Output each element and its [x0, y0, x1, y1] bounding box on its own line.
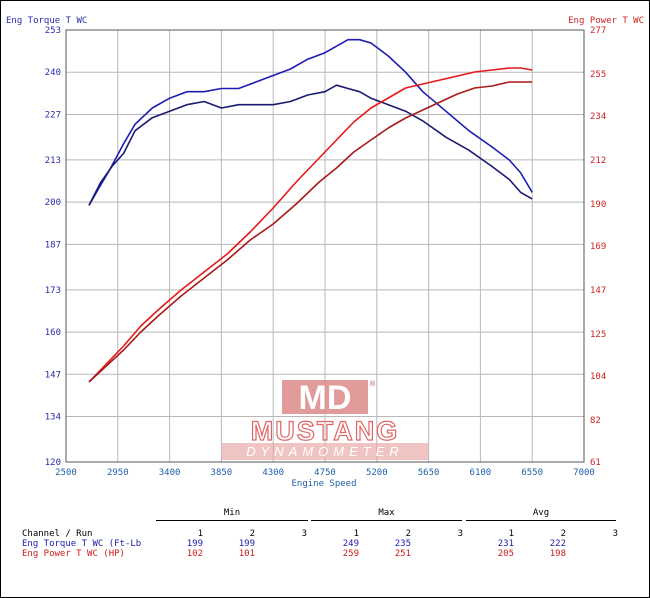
- chart-axes: 2500 2950 3400 3850 4300 4750 5200 5650 6100 6550…: [45, 26, 607, 478]
- group-rule-avg: [466, 520, 616, 521]
- left-y-tick-label: 160: [45, 328, 61, 338]
- chart-series: [88, 38, 533, 383]
- power-min-run1: 102: [186, 549, 203, 559]
- torque-avg-run1: 231: [497, 539, 514, 549]
- torque-min-run1: 199: [186, 539, 203, 549]
- run-header: 3: [301, 529, 307, 539]
- torque-series-line: [88, 84, 533, 206]
- right-y-tick-label: 255: [590, 70, 606, 80]
- run-header: 3: [612, 529, 618, 539]
- right-y-tick-label: 61: [590, 458, 601, 468]
- group-header-min: Min: [223, 508, 241, 518]
- torque-min-run2: 199: [238, 539, 255, 549]
- logo-sub-bg: [222, 443, 428, 460]
- group-rule-min: [156, 520, 308, 521]
- torque-max-run2: 235: [394, 539, 411, 549]
- left-y-tick-label: 134: [45, 413, 61, 423]
- x-tick-label: 6100: [470, 468, 492, 478]
- right-axis-title: Eng Power T WC: [568, 16, 644, 26]
- run-header: 1: [353, 529, 359, 539]
- power-series-line: [88, 81, 533, 383]
- run-header: 1: [197, 529, 203, 539]
- left-y-tick-label: 120: [45, 458, 61, 468]
- logo-sub: DYNAMOMETER: [246, 444, 404, 459]
- logo-name: MUSTANG: [251, 416, 400, 446]
- logo-registered-mark: ®: [370, 380, 376, 388]
- torque-max-run1: 249: [342, 539, 359, 549]
- plot-area-border: [65, 29, 585, 463]
- left-y-tick-label: 173: [45, 286, 61, 296]
- group-header-max: Max: [378, 508, 395, 518]
- power-series-line: [88, 67, 533, 383]
- right-y-tick-label: 234: [590, 112, 606, 122]
- x-tick-label: 4750: [314, 468, 336, 478]
- logo-mark-bg: [282, 380, 368, 414]
- logo-mark: MD: [299, 379, 352, 417]
- row-label-torque: Eng Torque T WC (Ft-Lb: [22, 539, 142, 549]
- row-label-power: Eng Power T WC (HP): [22, 549, 125, 559]
- x-tick-label: 3850: [211, 468, 233, 478]
- right-y-tick-label: 277: [590, 26, 606, 36]
- right-y-tick-label: 190: [590, 200, 606, 210]
- mustang-dynamometer-logo: MD ® MUSTANG DYNAMOMETER: [222, 379, 428, 460]
- group-rule-max: [311, 520, 462, 521]
- left-y-tick-label: 187: [45, 240, 61, 250]
- power-max-run2: 251: [394, 549, 411, 559]
- run-header: 3: [457, 529, 463, 539]
- x-tick-label: 2950: [107, 468, 129, 478]
- run-header: 2: [560, 529, 566, 539]
- x-tick-label: 5200: [366, 468, 388, 478]
- right-y-tick-label: 125: [590, 330, 606, 340]
- right-y-tick-label: 82: [590, 416, 601, 426]
- x-tick-label: 5650: [418, 468, 440, 478]
- right-y-tick-label: 169: [590, 242, 606, 252]
- x-tick-label: 3400: [159, 468, 181, 478]
- group-header-avg: Avg: [532, 508, 550, 518]
- left-y-tick-label: 213: [45, 156, 61, 166]
- left-y-tick-label: 147: [45, 370, 61, 380]
- right-y-tick-label: 104: [590, 372, 606, 382]
- torque-series-line: [88, 38, 533, 206]
- x-tick-label: 4300: [262, 468, 284, 478]
- x-tick-label: 2500: [55, 468, 77, 478]
- x-tick-label: 6550: [521, 468, 543, 478]
- left-y-tick-label: 227: [45, 110, 61, 120]
- left-axis-title: Eng Torque T WC: [6, 16, 87, 26]
- run-header: 1: [508, 529, 514, 539]
- left-y-tick-label: 200: [45, 198, 61, 208]
- power-max-run1: 259: [342, 549, 359, 559]
- right-y-tick-label: 147: [590, 286, 606, 296]
- x-axis-title: Engine Speed: [291, 479, 356, 489]
- power-avg-run2: 198: [549, 549, 566, 559]
- power-min-run2: 101: [238, 549, 255, 559]
- power-avg-run1: 205: [497, 549, 514, 559]
- left-y-tick-label: 253: [45, 26, 61, 36]
- left-y-tick-label: 240: [45, 68, 61, 78]
- run-header: 2: [405, 529, 411, 539]
- channel-run-header: Channel / Run: [22, 529, 93, 539]
- run-header: 2: [249, 529, 255, 539]
- right-y-tick-label: 212: [590, 156, 606, 166]
- x-tick-label: 7000: [573, 468, 595, 478]
- torque-avg-run2: 222: [549, 539, 566, 549]
